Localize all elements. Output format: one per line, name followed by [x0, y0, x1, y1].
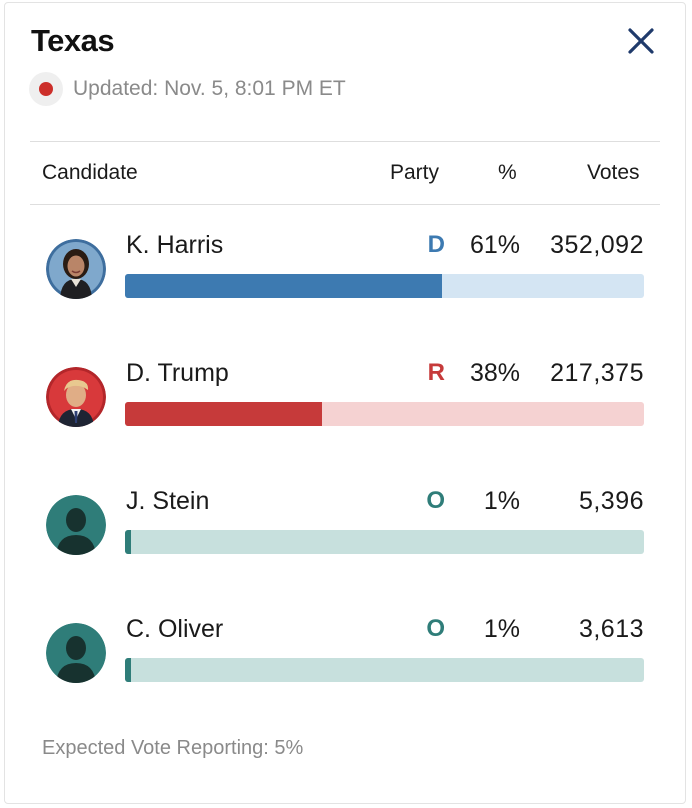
party-label: D [427, 231, 445, 258]
vote-count: 217,375 [550, 359, 644, 387]
vote-bar [125, 658, 644, 682]
vote-bar-fill [125, 530, 132, 554]
vote-bar-fill [125, 658, 132, 682]
state-title: Texas [31, 23, 115, 58]
column-header-divider [30, 204, 660, 205]
percent-value: 1% [483, 487, 520, 515]
candidate-row-harris: K. Harris D 61% 352,092 [30, 231, 660, 331]
candidate-row-oliver: C. Oliver O 1% 3,613 [30, 615, 660, 715]
trump-portrait [46, 367, 106, 427]
candidate-row-trump: D. Trump R 38% 217,375 [30, 359, 660, 459]
harris-portrait [46, 239, 106, 299]
vote-count: 5,396 [578, 487, 644, 515]
vote-count: 3,613 [578, 615, 644, 643]
live-dot-icon [39, 82, 53, 96]
column-header-candidate: Candidate [42, 161, 138, 184]
person-silhouette-icon [46, 495, 106, 555]
candidate-name: J. Stein [126, 487, 210, 515]
update-status: Updated: Nov. 5, 8:01 PM ET [29, 71, 346, 107]
live-indicator [29, 72, 63, 106]
column-header-percent: % [498, 161, 517, 184]
vote-bar [125, 402, 644, 426]
party-label: R [427, 359, 445, 386]
percent-value: 61% [469, 231, 520, 259]
percent-value: 38% [469, 359, 520, 387]
vote-count: 352,092 [550, 231, 644, 259]
expected-vote-reporting: Expected Vote Reporting: 5% [42, 737, 304, 759]
updated-timestamp: Updated: Nov. 5, 8:01 PM ET [73, 77, 346, 100]
close-icon [628, 28, 654, 54]
candidate-name: D. Trump [126, 359, 229, 387]
candidate-row-stein: J. Stein O 1% 5,396 [30, 487, 660, 587]
vote-bar [125, 274, 644, 298]
close-button[interactable] [621, 21, 661, 61]
vote-bar-fill [125, 274, 442, 298]
party-label: O [426, 487, 445, 514]
vote-bar-fill [125, 402, 323, 426]
percent-value: 1% [483, 615, 520, 643]
vote-bar [125, 530, 644, 554]
party-label: O [426, 615, 445, 642]
candidate-name: K. Harris [126, 231, 224, 259]
header-divider [30, 141, 660, 142]
candidate-name: C. Oliver [126, 615, 224, 643]
column-header-party: Party [390, 161, 440, 184]
person-silhouette-icon [46, 623, 106, 683]
column-header-votes: Votes [587, 161, 640, 184]
results-card: Texas Updated: Nov. 5, 8:01 PM ET Candid… [4, 2, 686, 804]
